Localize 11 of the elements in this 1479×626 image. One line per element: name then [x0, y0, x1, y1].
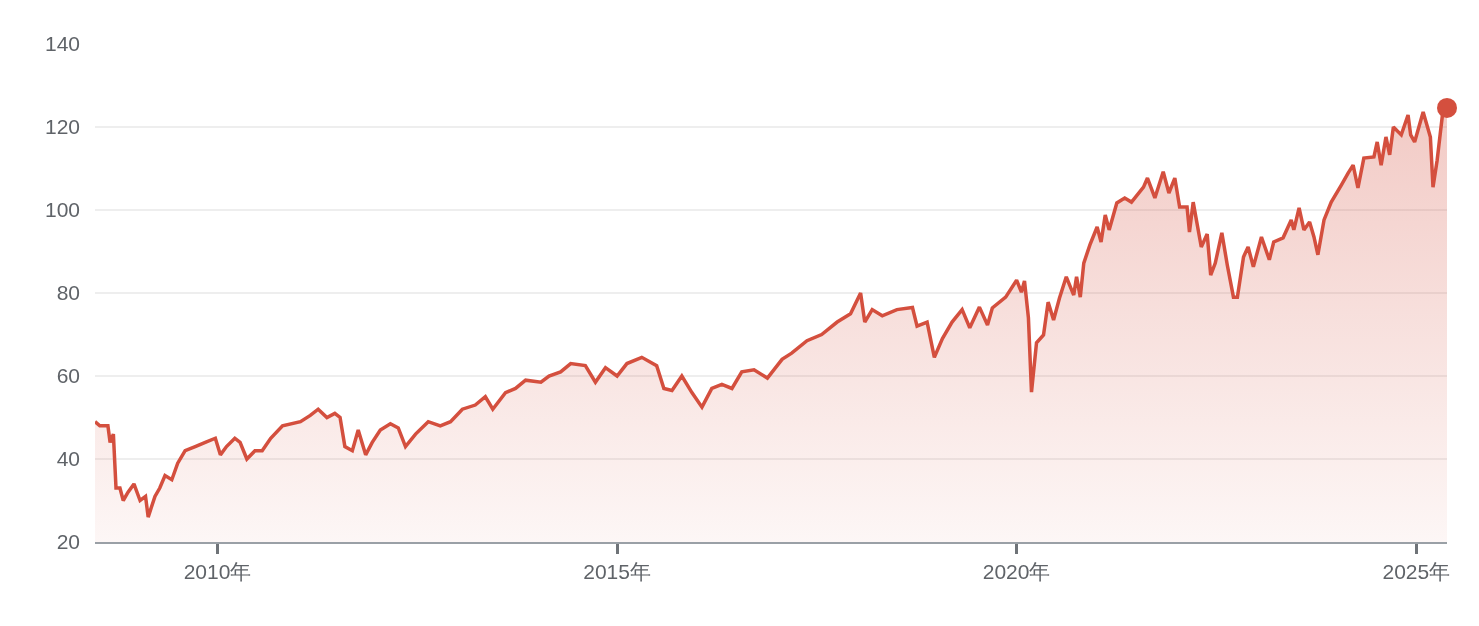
- y-tick-label: 120: [44, 115, 80, 139]
- x-tick-label: 2020年: [982, 560, 1051, 584]
- x-tick-label: 2025年: [1382, 560, 1451, 584]
- y-tick-label: 40: [56, 447, 80, 471]
- x-tick-label: 2010年: [183, 560, 252, 584]
- y-tick-label: 140: [44, 32, 80, 56]
- y-tick-label: 60: [56, 364, 80, 388]
- y-tick-label: 100: [44, 198, 80, 222]
- y-tick-label: 80: [56, 281, 80, 305]
- x-tick-label: 2015年: [583, 560, 651, 584]
- y-tick-label: 20: [56, 530, 80, 554]
